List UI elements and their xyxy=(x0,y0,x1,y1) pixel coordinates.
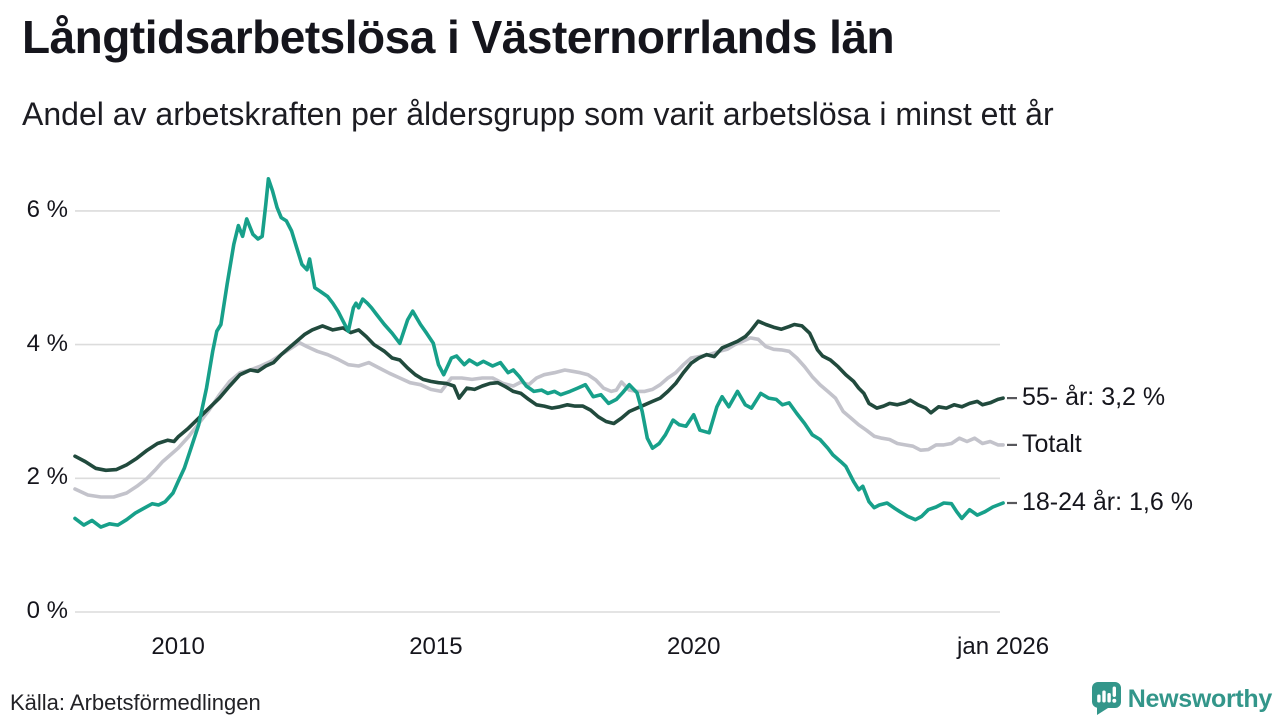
newsworthy-logo-text: Newsworthy xyxy=(1127,684,1273,713)
series-line-55plus xyxy=(73,319,1005,473)
newsworthy-logo-icon xyxy=(1091,682,1121,715)
newsworthy-logo: Newsworthy xyxy=(1091,682,1272,716)
series-line-18-24 xyxy=(73,177,1005,529)
source-note: Källa: Arbetsförmedlingen xyxy=(10,690,261,715)
series-line-totalt xyxy=(73,336,1005,499)
page-subtitle: Andel av arbetskraften per åldersgrupp s… xyxy=(22,96,1054,132)
page-title: Långtidsarbetslösa i Västernorrlands län xyxy=(22,11,895,63)
